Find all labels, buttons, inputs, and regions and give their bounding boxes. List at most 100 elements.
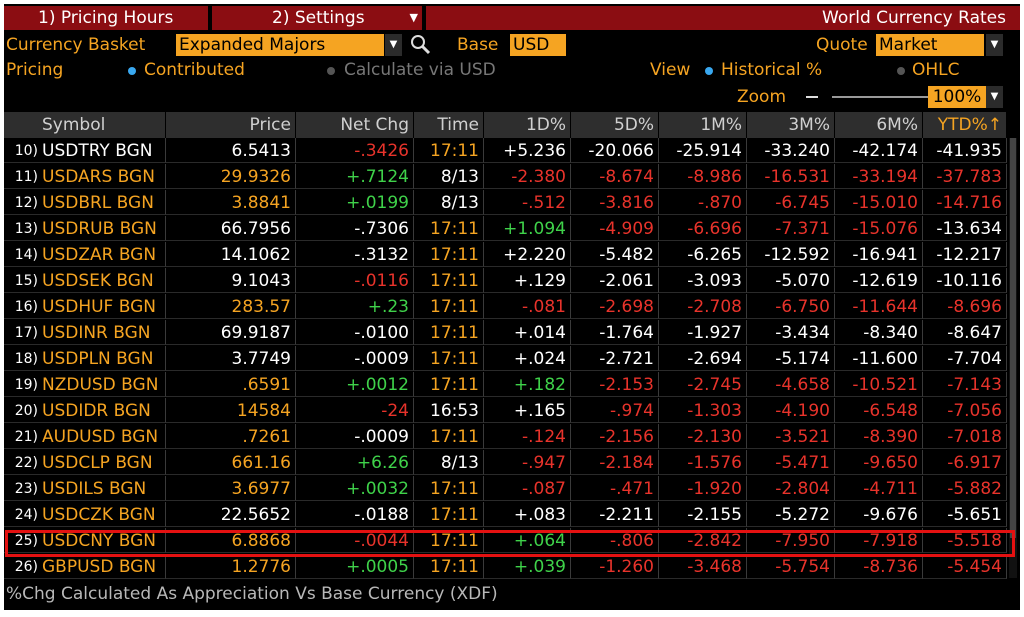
calculate-via-usd-radio[interactable] [327,67,335,75]
symbol-cell[interactable]: USDILS BGN [42,479,147,499]
symbol-cell[interactable]: NZDUSD BGN [42,375,159,395]
table-row[interactable]: 16) USDHUF BGN 283.57 +.23 17:11 -.081 -2.698-… [4,294,1007,320]
zoom-out-icon[interactable] [806,96,818,98]
base-currency-field[interactable]: USD [510,34,566,56]
ohlc-radio[interactable] [897,67,905,75]
net-cell: -.7306 [296,216,414,241]
m1-cell: -6.265 [659,242,747,267]
symbol-cell[interactable]: USDPLN BGN [42,349,154,369]
m3-cell: -5.754 [747,554,835,579]
symbol-cell[interactable]: USDZAR BGN [42,245,157,265]
table-row[interactable]: 12) USDBRL BGN 3.8841 +.0199 8/13 -.512 -3.816… [4,190,1007,216]
table-row[interactable]: 22) USDCLP BGN 661.16 +6.26 8/13 -.947 -2.184-… [4,450,1007,476]
zoom-value-field[interactable]: 100% [928,86,986,108]
zoom-slider[interactable] [832,96,928,98]
chevron-down-icon[interactable]: ▼ [986,86,1003,108]
historical-radio[interactable] [705,67,713,75]
symbol-cell[interactable]: USDHUF BGN [42,297,156,317]
symbol-cell[interactable]: USDTRY BGN [42,141,153,161]
currency-basket-select[interactable]: Expanded Majors [176,34,384,56]
column-header-m6[interactable]: 6M% [835,112,922,138]
symbol-column-cell: 18) USDPLN BGN [4,346,166,371]
symbol-cell[interactable]: USDCLP BGN [42,453,153,473]
d1-cell: -2.380 [484,164,571,189]
symbol-cell[interactable]: USDCZK BGN [42,505,156,525]
time-cell: 17:11 [414,346,484,371]
ohlc-option[interactable]: OHLC [912,60,960,80]
symbol-cell[interactable]: USDSEK BGN [42,271,154,291]
ytd-cell: -5.651 [923,502,1007,527]
calculate-via-usd-option[interactable]: Calculate via USD [344,60,496,80]
time-cell: 8/13 [414,190,484,215]
d5-cell: -2.698 [571,294,659,319]
d1-cell: +.083 [484,502,571,527]
net-cell: -.0009 [296,424,414,449]
table-row[interactable]: 20) USDIDR BGN 14584 -24 16:53 +.165 -.974 -1.3… [4,398,1007,424]
row-index: 24) [14,507,38,523]
m3-cell: -5.174 [747,346,835,371]
symbol-cell[interactable]: USDIDR BGN [42,401,151,421]
chevron-down-icon[interactable]: ▼ [986,34,1003,56]
table-row[interactable]: 18) USDPLN BGN 3.7749 -.0009 17:11 +.024 -2.72… [4,346,1007,372]
m6-cell: -9.676 [835,502,923,527]
symbol-cell[interactable]: GBPUSD BGN [42,557,157,577]
symbol-column-cell: 19) NZDUSD BGN [4,372,166,397]
table-row[interactable]: 24) USDCZK BGN 22.5652 -.0188 17:11 +.083 -2.2… [4,502,1007,528]
column-header-price[interactable]: Price [166,112,295,138]
time-cell: 8/13 [414,450,484,475]
search-icon[interactable] [408,32,432,56]
settings-tab[interactable]: 2) Settings ▼ [212,6,422,30]
terminal-window: 1) Pricing Hours 2) Settings ▼ World Cur… [4,4,1020,610]
footer-note: %Chg Calculated As Appreciation Vs Base … [6,584,498,604]
column-header-symbol[interactable]: Symbol [4,112,165,138]
chevron-down-icon[interactable]: ▼ [385,34,402,56]
table-row[interactable]: 23) USDILS BGN 3.6977 +.0032 17:11 -.087 -.471… [4,476,1007,502]
row-index: 25) [14,533,38,549]
table-row[interactable]: 25) USDCNY BGN 6.8868 -.0044 17:11 +.064 -.806… [4,528,1007,554]
table-row[interactable]: 13) USDRUB BGN 66.7956 -.7306 17:11 +1.094 -4.… [4,216,1007,242]
symbol-cell[interactable]: AUDUSD BGN [42,427,159,447]
net-cell: +.0199 [296,190,414,215]
column-header-net[interactable]: Net Chg [296,112,413,138]
chevron-down-icon: ▼ [409,11,418,24]
table-row[interactable]: 14) USDZAR BGN 14.1062 -.3132 17:11 +2.220 -5.… [4,242,1007,268]
symbol-cell[interactable]: USDARS BGN [42,167,155,187]
table-row[interactable]: 11) USDARS BGN 29.9326 +.7124 8/13 -2.380 -8.6… [4,164,1007,190]
m1-cell: -2.708 [659,294,747,319]
symbol-cell[interactable]: USDINR BGN [42,323,151,343]
time-cell: 17:11 [414,242,484,267]
row-index: 21) [14,429,38,445]
column-header-d1[interactable]: 1D% [484,112,570,138]
d5-cell: -2.721 [571,346,659,371]
symbol-column-cell: 25) USDCNY BGN [4,528,166,553]
contributed-option[interactable]: Contributed [144,60,245,80]
table-row[interactable]: 10) USDTRY BGN 6.5413 -.3426 17:11 +5.236 -20.… [4,138,1007,164]
column-header-ytd[interactable]: YTD%↑ [923,112,1006,138]
symbol-cell[interactable]: USDBRL BGN [42,193,154,213]
column-header-m1[interactable]: 1M% [659,112,746,138]
scrollbar-thumb[interactable] [1010,138,1016,538]
table-row[interactable]: 19) NZDUSD BGN .6591 +.0012 17:11 +.182 -2.153… [4,372,1007,398]
table-row[interactable]: 26) GBPUSD BGN 1.2776 +.0005 17:11 +.039 -1.26… [4,554,1007,580]
m3-cell: -12.592 [747,242,835,267]
contributed-radio[interactable] [128,67,136,75]
quote-select[interactable]: Market [876,34,984,56]
table-row[interactable]: 17) USDINR BGN 69.9187 -.0100 17:11 +.014 -1.7… [4,320,1007,346]
historical-option[interactable]: Historical % [721,60,823,80]
pricing-hours-tab[interactable]: 1) Pricing Hours [4,6,208,30]
column-header-d5[interactable]: 5D% [571,112,658,138]
table-row[interactable]: 21) AUDUSD BGN .7261 -.0009 17:11 -.124 -2.156… [4,424,1007,450]
column-header-time[interactable]: Time [414,112,483,138]
m6-cell: -8.340 [835,320,923,345]
symbol-cell[interactable]: USDRUB BGN [42,219,157,239]
m6-cell: -9.650 [835,450,923,475]
price-cell: 69.9187 [166,320,296,345]
row-index: 11) [14,169,38,185]
symbol-cell[interactable]: USDCNY BGN [42,531,156,551]
m6-cell: -4.711 [835,476,923,501]
ytd-cell: -12.217 [923,242,1007,267]
column-header-m3[interactable]: 3M% [747,112,834,138]
table-row[interactable]: 15) USDSEK BGN 9.1043 -.0116 17:11 +.129 -2.06… [4,268,1007,294]
m1-cell: -2.130 [659,424,747,449]
m1-cell: -2.745 [659,372,747,397]
